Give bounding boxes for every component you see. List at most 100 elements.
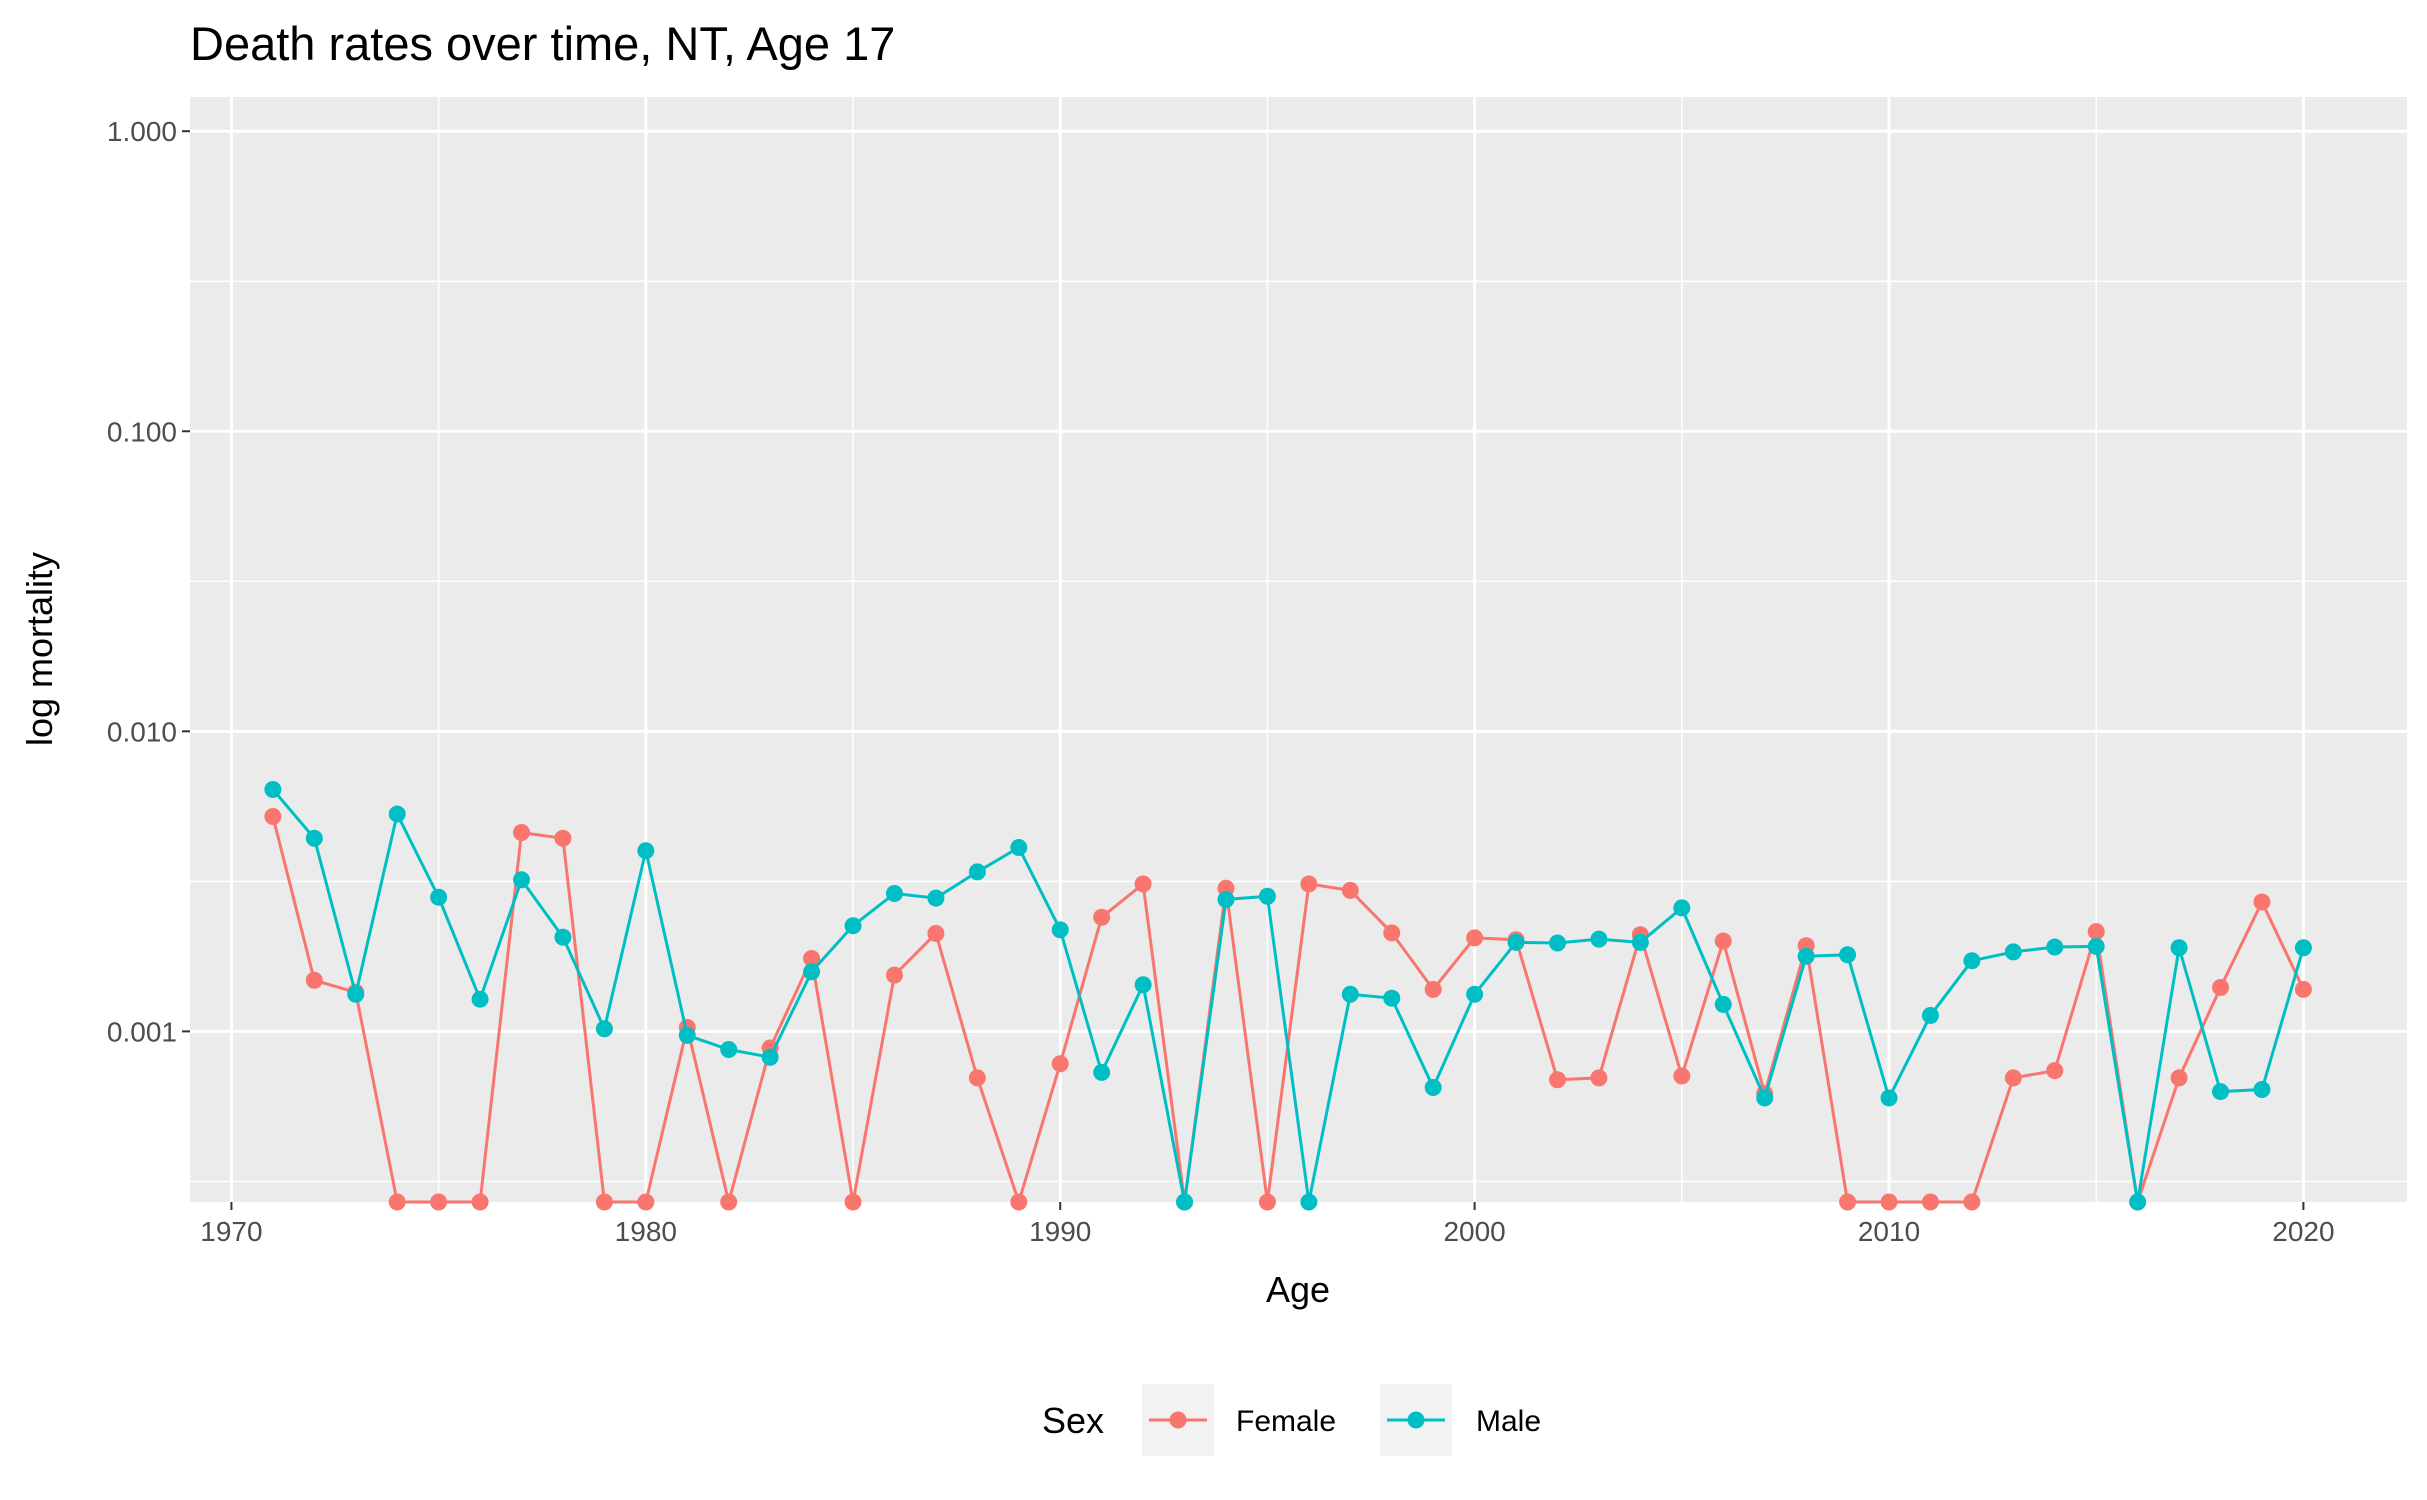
y-tick-label: 0.100: [107, 416, 177, 447]
female-data-point: [1673, 1067, 1691, 1085]
female-data-point: [1466, 929, 1484, 947]
male-data-point: [1756, 1089, 1774, 1107]
male-data-point: [2129, 1193, 2147, 1211]
male-data-point: [1549, 934, 1566, 952]
female-data-point: [471, 1193, 489, 1211]
male-data-point: [1093, 1063, 1111, 1081]
female-data-point: [968, 1069, 986, 1087]
legend-items: Female Male: [1142, 1384, 1541, 1456]
male-data-point: [720, 1041, 738, 1059]
male-data-point: [1466, 985, 1484, 1003]
male-data-point: [637, 842, 655, 860]
female-data-point: [844, 1193, 862, 1211]
female-data-point: [388, 1193, 406, 1211]
male-data-point: [761, 1048, 779, 1066]
male-data-point: [1300, 1193, 1318, 1211]
female-data-point: [803, 949, 821, 967]
male-data-point: [2087, 937, 2105, 955]
female-data-point: [1880, 1193, 1898, 1211]
legend-title: Sex: [1042, 1400, 1104, 1441]
male-data-point: [1963, 952, 1981, 970]
chart-title: Death rates over time, NT, Age 17: [190, 17, 895, 70]
male-data-point: [1010, 839, 1028, 856]
female-data-point: [1590, 1069, 1608, 1087]
x-tick-label: 2000: [1443, 1216, 1505, 1247]
female-data-point: [264, 808, 282, 826]
male-data-point: [471, 990, 489, 1008]
male-data-point: [264, 780, 282, 798]
minor-gridlines: [190, 97, 2407, 1202]
male-data-point: [1921, 1006, 1939, 1024]
female-data-point: [2253, 893, 2271, 911]
male-data-point: [1051, 921, 1069, 939]
female-data-point: [885, 966, 903, 984]
male-data-point: [347, 985, 365, 1003]
female-data-point: [1134, 875, 1152, 893]
female-data-point: [2004, 1069, 2022, 1087]
male-data-point: [1839, 946, 1857, 964]
female-data-point: [305, 971, 323, 989]
male-data-point: [1176, 1193, 1194, 1211]
male-data-point: [1341, 985, 1359, 1003]
male-legend-label: Male: [1476, 1405, 1541, 1438]
male-data-point: [1880, 1089, 1898, 1107]
y-tick-label: 0.010: [107, 716, 177, 747]
male-data-point: [803, 963, 821, 981]
male-data-point: [844, 917, 862, 935]
female-data-point: [2087, 923, 2105, 941]
female-data-point: [430, 1193, 448, 1211]
female-data-point: [1051, 1055, 1069, 1073]
female-data-point: [554, 829, 572, 847]
female-data-point: [1300, 875, 1318, 893]
female-data-point: [2294, 980, 2312, 998]
male-data-point: [513, 871, 531, 889]
x-tick-label: 2010: [1858, 1216, 1920, 1247]
x-tick-label: 1990: [1029, 1216, 1091, 1247]
major-gridlines: [190, 97, 2407, 1202]
male-data-point: [1383, 989, 1401, 1007]
female-legend-point: [1169, 1411, 1187, 1429]
male-data-point: [1217, 891, 1235, 909]
female-data-point: [1093, 908, 1111, 926]
legend: Sex Female Male: [1042, 1384, 1541, 1456]
x-tick-label: 2020: [2272, 1216, 2334, 1247]
x-tick-label: 1980: [615, 1216, 677, 1247]
male-data-point: [2253, 1081, 2271, 1099]
male-data-point: [1424, 1079, 1442, 1097]
female-data-point: [2212, 979, 2230, 997]
male-data-point: [554, 928, 572, 946]
male-series-line: [271, 788, 2305, 1204]
male-data-point: [1590, 930, 1608, 948]
x-tick-label: 1970: [200, 1216, 262, 1247]
male-data-point: [1134, 976, 1152, 994]
male-data-point: [1714, 995, 1732, 1013]
female-data-point: [1383, 924, 1401, 942]
male-data-point: [885, 885, 903, 903]
male-data-point: [927, 889, 945, 907]
male-data-point: [388, 805, 406, 823]
male-data-point: [430, 888, 448, 906]
male-data-point: [1258, 887, 1276, 905]
female-data-point: [1839, 1193, 1857, 1211]
female-data-point: [1714, 932, 1732, 950]
male-data-point: [2212, 1083, 2230, 1101]
y-axis: 0.001 0.010 0.100 1.000: [107, 116, 190, 1047]
male-data-point: [305, 829, 323, 847]
male-legend-point: [1407, 1411, 1425, 1429]
male-data-point: [595, 1020, 613, 1038]
y-tick-label: 0.001: [107, 1016, 177, 1047]
male-data-point: [2046, 938, 2064, 956]
female-data-point: [927, 924, 945, 942]
female-data-point: [1963, 1193, 1981, 1211]
male-data-point: [2004, 943, 2022, 961]
female-data-point: [2046, 1062, 2064, 1080]
female-legend-label: Female: [1236, 1405, 1336, 1438]
male-data-point: [2170, 939, 2188, 957]
female-data-point: [637, 1193, 655, 1211]
male-data-point: [1507, 933, 1525, 951]
plot-panel: [190, 97, 2407, 1202]
female-data-point: [720, 1193, 738, 1211]
female-data-point: [1341, 881, 1359, 899]
